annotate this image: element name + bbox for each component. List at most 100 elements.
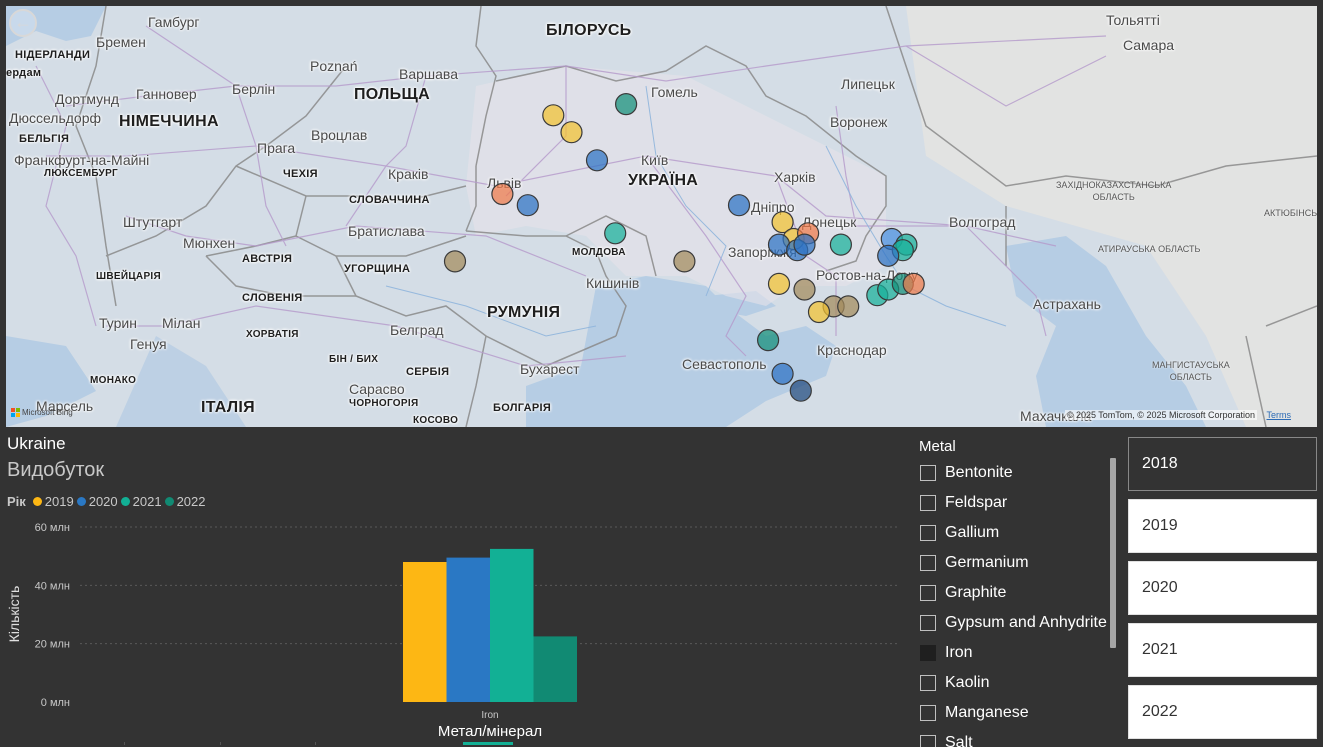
bar-2021[interactable] [490, 548, 534, 702]
map-data-point[interactable] [771, 211, 794, 234]
year-button-2018[interactable]: 2018 [1128, 437, 1317, 491]
map-data-point[interactable] [829, 233, 853, 256]
map-city-label: Дніпро [751, 199, 795, 215]
year-button-2022[interactable]: 2022 [1128, 685, 1317, 739]
map-data-point[interactable] [877, 244, 900, 267]
map-city-label: Берлін [232, 81, 276, 97]
checkbox[interactable] [920, 645, 936, 661]
bar-2020[interactable] [446, 557, 491, 702]
bar-2019[interactable] [403, 562, 447, 702]
slicer-scrollbar[interactable] [1110, 458, 1116, 648]
chart-subtitle: Видобуток [7, 459, 105, 481]
map-data-point[interactable] [789, 379, 812, 402]
map-country-label: НІМЕЧЧИНА [119, 113, 219, 130]
map-data-point[interactable] [516, 194, 539, 217]
slicer-item-gallium[interactable]: Gallium [920, 518, 1120, 548]
map-data-point[interactable] [604, 222, 627, 245]
slicer-item-germanium[interactable]: Germanium [920, 548, 1120, 578]
map-region-label: МАНГИСТАУСЬКА ОБЛАСТЬ [1152, 360, 1230, 382]
tab-divider [315, 742, 316, 745]
map-country-label: УГОРЩИНА [344, 263, 411, 275]
map-data-point[interactable] [756, 329, 780, 352]
map-region-label: ЗАХІДНОКАЗАХСТАНСЬКА ОБЛАСТЬ [1056, 180, 1172, 202]
bar-2022[interactable] [533, 636, 578, 702]
map-data-point[interactable] [793, 233, 816, 256]
map-city-label: Франкфурт-на-Майні [14, 152, 150, 168]
checkbox[interactable] [920, 735, 936, 747]
map-city-label: Дюссельдорф [9, 110, 102, 126]
map-data-point[interactable] [585, 149, 609, 172]
map-visual[interactable]: Гамбург Бремен Ганновер Берлін Poznań Варшава… [6, 6, 1317, 427]
legend-dot-icon [32, 497, 42, 506]
bar-chart-visual[interactable]: Ukraine Видобуток Рік 2019 2020 2021 2022 0… [0, 428, 905, 747]
checkbox[interactable] [920, 555, 936, 571]
year-button-2020[interactable]: 2020 [1128, 561, 1317, 615]
slicer-item-feldspar[interactable]: Feldspar [920, 488, 1120, 518]
map-data-point[interactable] [614, 92, 638, 116]
checkbox[interactable] [920, 615, 936, 631]
map-country-label: СЛОВЕНІЯ [242, 292, 303, 304]
year-button-2019[interactable]: 2019 [1128, 499, 1317, 553]
bing-logo: Microsoft Bing [11, 408, 73, 417]
map-data-point[interactable] [902, 272, 925, 295]
map-data-point[interactable] [793, 278, 816, 301]
map-city-label: Гамбург [148, 14, 200, 30]
slicer-item-iron[interactable]: Iron [920, 638, 1120, 668]
map-data-point[interactable] [560, 121, 583, 144]
slicer-item-salt[interactable]: Salt [920, 728, 1120, 747]
slicer-item-kaolin[interactable]: Kaolin [920, 668, 1120, 698]
year-slicer[interactable]: 2018 2019 2020 2021 2022 [1128, 437, 1317, 747]
map-data-point[interactable] [443, 250, 467, 273]
checkbox[interactable] [920, 525, 936, 541]
year-button-2021[interactable]: 2021 [1128, 623, 1317, 677]
legend-title: Рік [7, 494, 26, 509]
slicer-list[interactable]: Bentonite Feldspar Gallium Germanium Graphit… [920, 458, 1120, 747]
metal-slicer[interactable]: Metal Bentonite Feldspar Gallium Germanium G… [912, 428, 1122, 747]
map-data-point[interactable] [491, 182, 514, 206]
map-data-point[interactable] [673, 250, 696, 273]
map-country-label: ЛЮКСЕМБУРГ [44, 168, 119, 179]
y-tick-label: 40 млн [35, 580, 70, 592]
map-country-label: ЧОРНОГОРІЯ [349, 398, 419, 409]
map-city-label: Вроцлав [311, 127, 368, 143]
checkbox[interactable] [920, 585, 936, 601]
legend-item[interactable]: 2022 [164, 494, 205, 509]
y-tick-label: 20 млн [35, 639, 70, 651]
legend-item[interactable]: 2020 [76, 494, 118, 509]
map-city-label: Марсель [36, 398, 94, 414]
map-city-label: Дортмунд [55, 91, 119, 107]
slicer-item-label: Iron [945, 644, 973, 661]
x-tick-label: Iron [481, 710, 498, 721]
bar-chart-plot[interactable]: 0 млн 20 млн 40 млн 60 млн Кількість Iron Мета… [0, 428, 905, 747]
page-tab-strip [0, 742, 905, 747]
checkbox[interactable] [920, 675, 936, 691]
map-data-point[interactable] [542, 104, 565, 127]
map-data-point[interactable] [771, 362, 794, 385]
map-points-layer[interactable] [6, 6, 1317, 427]
legend-dot-icon [76, 497, 86, 506]
slicer-item-gypsum-and-anhydrite[interactable]: Gypsum and Anhydrite [920, 608, 1120, 638]
map-country-label: БІН / БИХ [329, 354, 379, 365]
map-data-point[interactable] [767, 272, 791, 295]
legend-item[interactable]: 2019 [32, 494, 74, 509]
slicer-item-bentonite[interactable]: Bentonite [920, 458, 1120, 488]
slicer-item-graphite[interactable]: Graphite [920, 578, 1120, 608]
legend-item[interactable]: 2021 [120, 494, 162, 509]
checkbox[interactable] [920, 495, 936, 511]
map-region-label: АТИРАУСЬКА ОБЛАСТЬ [1098, 244, 1201, 254]
map-data-point[interactable] [727, 194, 751, 217]
terms-link[interactable]: Terms [1266, 410, 1292, 420]
checkbox[interactable] [920, 465, 936, 481]
map-country-label: СЛОВАЧЧИНА [349, 194, 430, 206]
map-data-point[interactable] [807, 300, 831, 324]
slicer-item-manganese[interactable]: Manganese [920, 698, 1120, 728]
map-city-label: Гомель [651, 84, 698, 100]
tab-divider [220, 742, 221, 745]
map-data-point[interactable] [837, 295, 860, 318]
map-country-label: СЕРБІЯ [406, 366, 450, 378]
back-arrow-icon[interactable]: ← [9, 9, 37, 37]
slicer-item-label: Graphite [945, 584, 1007, 601]
legend-dot-icon [120, 497, 130, 506]
checkbox[interactable] [920, 705, 936, 721]
